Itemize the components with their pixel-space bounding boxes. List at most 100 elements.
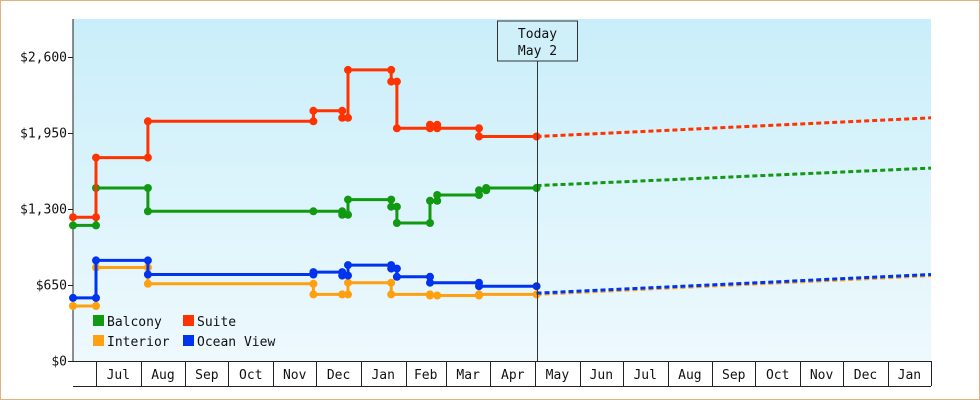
series-balcony (69, 166, 932, 230)
data-point-balcony (344, 195, 352, 204)
data-point-interior (92, 302, 100, 310)
data-point-ocean-view (338, 271, 347, 280)
data-point-suite (387, 77, 396, 86)
data-point-ocean-view (392, 272, 401, 281)
x-tick-label: Sep (195, 368, 219, 383)
legend-swatch-ocean-view (183, 335, 194, 346)
x-tick-label: Sep (722, 368, 746, 383)
data-point-balcony (387, 202, 396, 211)
data-point-ocean-view (344, 261, 352, 270)
data-point-interior (433, 291, 442, 300)
data-point-balcony (475, 186, 483, 195)
x-tick-label: Jul (107, 368, 130, 383)
data-point-suite (309, 106, 318, 115)
data-point-ocean-view (69, 293, 77, 302)
x-tick-label: Mar (456, 368, 480, 383)
x-tick-label: Apr (501, 368, 525, 383)
x-tick-label: Jul (633, 368, 656, 383)
data-point-interior (309, 279, 318, 288)
data-point-ocean-view (426, 278, 434, 287)
y-tick-label: $1,950 (20, 127, 67, 142)
data-point-ocean-view (143, 270, 152, 279)
data-point-ocean-view (392, 264, 401, 273)
data-point-interior (387, 290, 396, 299)
data-point-suite (426, 120, 434, 129)
data-point-suite (309, 117, 318, 126)
data-point-ocean-view (532, 282, 541, 291)
data-point-balcony (392, 219, 401, 227)
data-point-suite (392, 77, 401, 86)
data-point-balcony (532, 184, 541, 192)
data-point-ocean-view (344, 271, 352, 280)
legend: Balcony Suite Interior Ocean View (93, 315, 275, 350)
legend-swatch-interior (93, 335, 104, 346)
y-tick-label: $650 (36, 279, 67, 294)
data-point-suite (143, 153, 152, 162)
legend-swatch-suite (183, 315, 194, 326)
data-point-balcony (426, 219, 434, 227)
legend-swatch-balcony (93, 315, 104, 326)
data-point-interior (309, 290, 318, 299)
data-point-balcony (338, 210, 347, 219)
data-point-balcony (426, 196, 434, 205)
data-point-interior (387, 278, 396, 287)
x-tick-label: Jan (898, 368, 921, 383)
x-tick-label: Oct (239, 368, 262, 383)
data-point-suite (433, 124, 442, 133)
x-tick-label: Jan (371, 368, 394, 383)
data-point-ocean-view (309, 268, 318, 277)
series-ocean-view (69, 256, 932, 302)
data-point-suite (475, 132, 483, 141)
data-point-suite (92, 213, 100, 222)
data-point-balcony (387, 195, 396, 204)
legend-label-suite: Suite (197, 315, 236, 330)
series-layer (69, 65, 932, 310)
data-point-balcony (309, 207, 318, 216)
data-point-balcony (143, 184, 152, 192)
data-point-balcony (482, 184, 491, 192)
today-marker: Today May 2 (497, 20, 578, 361)
forecast-line-suite (536, 116, 932, 139)
y-tick-label: $0 (51, 355, 67, 370)
data-point-ocean-view (92, 256, 100, 265)
data-point-interior (344, 290, 352, 299)
x-tick-label: Aug (151, 368, 174, 383)
x-tick-label: Nov (810, 368, 834, 383)
data-point-suite (387, 65, 396, 74)
data-point-interior (69, 302, 77, 310)
data-point-suite (338, 106, 347, 115)
y-axis: $0 $650 $1,300 $1,950 $2,600 (20, 19, 74, 370)
data-point-interior (143, 279, 152, 288)
data-point-suite (344, 65, 352, 74)
today-callout-date: May 2 (518, 44, 557, 59)
x-tick-label: May (546, 368, 570, 383)
data-point-balcony (433, 191, 442, 199)
forecast-line-balcony (536, 166, 932, 188)
legend-label-interior: Interior (107, 335, 170, 350)
data-point-balcony (92, 221, 100, 230)
data-point-balcony (344, 210, 352, 219)
y-tick-label: $2,600 (20, 51, 67, 66)
data-point-suite (392, 124, 401, 133)
data-point-ocean-view (143, 256, 152, 265)
data-point-suite (92, 153, 100, 162)
data-point-balcony (392, 202, 401, 211)
series-suite (69, 65, 932, 222)
x-tick-label: Nov (283, 368, 307, 383)
plot-background (73, 19, 931, 361)
x-tick-label: Aug (678, 368, 701, 383)
x-tick-label: Dec (327, 368, 350, 383)
data-point-interior (344, 278, 352, 287)
data-point-suite (338, 113, 347, 122)
x-tick-label: Jun (590, 368, 613, 383)
data-point-balcony (69, 221, 77, 230)
series-line-interior (73, 266, 537, 308)
x-tick-label: Dec (854, 368, 877, 383)
data-point-suite (532, 132, 541, 141)
data-point-ocean-view (92, 293, 100, 302)
data-point-interior (475, 290, 483, 299)
x-tick-label: Feb (414, 368, 438, 383)
data-point-suite (475, 124, 483, 133)
